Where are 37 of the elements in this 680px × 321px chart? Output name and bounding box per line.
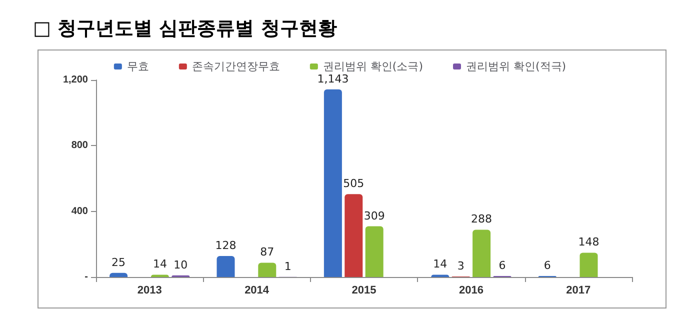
data-label: 6 xyxy=(544,259,551,272)
data-label: 128 xyxy=(215,238,236,252)
x-tick-label: 2015 xyxy=(352,284,376,296)
y-tick-label: 800 xyxy=(71,140,88,152)
legend-label: 권리범위 확인(적극) xyxy=(466,60,566,73)
bar xyxy=(580,252,598,277)
data-label: 10 xyxy=(174,258,188,272)
y-tick-label: - xyxy=(84,272,88,282)
bar xyxy=(365,226,384,277)
data-label: 14 xyxy=(433,258,448,271)
data-label: 309 xyxy=(364,209,385,222)
data-label: 3 xyxy=(457,260,464,273)
x-tick-label: 2013 xyxy=(137,284,162,296)
legend-label: 존속기간연장무효 xyxy=(192,60,280,73)
data-label: 6 xyxy=(498,259,506,272)
bar xyxy=(258,262,276,277)
y-tick-label: 1,200 xyxy=(62,74,88,86)
data-label: 505 xyxy=(343,177,364,190)
bar xyxy=(216,256,235,277)
data-label: 14 xyxy=(152,258,167,271)
bar xyxy=(472,230,491,277)
chart-title: □ 청구년도별 심판종류별 청구현황 xyxy=(33,18,337,40)
bar xyxy=(324,89,342,277)
y-tick-label: 400 xyxy=(71,206,88,217)
data-label: 1 xyxy=(284,260,292,273)
data-label: 87 xyxy=(260,246,274,259)
data-label: 25 xyxy=(112,256,126,269)
x-tick-label: 2014 xyxy=(244,284,270,296)
data-label: 288 xyxy=(471,212,492,226)
x-tick-label: 2017 xyxy=(566,284,591,296)
data-label: 148 xyxy=(578,236,600,249)
x-tick-label: 2016 xyxy=(458,284,484,296)
data-label: 1,143 xyxy=(317,72,349,86)
bar xyxy=(110,272,128,277)
legend-label: 권리범위 확인(소극) xyxy=(322,60,424,73)
bar xyxy=(344,194,363,277)
legend-label: 무효 xyxy=(126,60,149,73)
